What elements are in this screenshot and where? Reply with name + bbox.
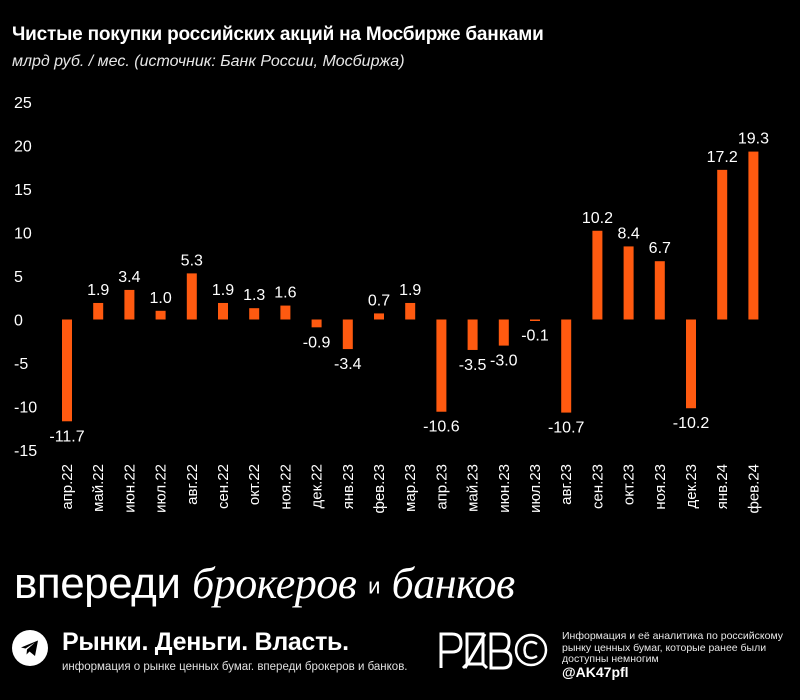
data-label: 3.4	[118, 269, 140, 286]
data-label: 1.9	[399, 282, 421, 299]
x-tick-label: янв.23	[340, 464, 357, 509]
bar	[218, 302, 228, 320]
bar	[623, 246, 634, 320]
slogan-word-1: впереди	[14, 559, 181, 608]
bar	[342, 319, 353, 350]
x-tick-label: сен.23	[589, 464, 606, 509]
x-tick-label: окт.22	[246, 464, 263, 505]
bar	[498, 319, 509, 346]
data-label: 1.9	[212, 282, 234, 299]
x-tick-label: июл.23	[527, 464, 544, 513]
channel-handle[interactable]: @AK47pfl	[562, 664, 629, 680]
data-label: -10.7	[548, 420, 585, 437]
x-tick-label: июл.22	[153, 464, 170, 513]
y-tick-label: -10	[14, 400, 37, 417]
bar	[374, 313, 384, 320]
slogan-word-4: банков	[391, 559, 515, 608]
bar	[311, 319, 322, 328]
data-label: 1.3	[243, 287, 265, 304]
data-label: 8.4	[617, 225, 639, 242]
x-tick-label: апр.22	[59, 464, 76, 510]
bar	[124, 289, 135, 320]
bar	[155, 310, 166, 320]
data-label: -10.6	[423, 419, 460, 436]
x-tick-label: ноя.23	[652, 464, 669, 510]
bar	[717, 169, 728, 320]
bar	[93, 302, 104, 320]
telegram-icon	[12, 630, 48, 666]
data-label: 10.2	[582, 210, 613, 227]
bar	[467, 319, 478, 350]
bar	[592, 230, 603, 320]
data-label: 6.7	[649, 240, 671, 257]
x-tick-label: ноя.22	[277, 464, 294, 510]
x-tick-label: янв.24	[714, 464, 731, 509]
bar	[62, 319, 72, 422]
x-tick-label: июн.23	[496, 464, 513, 513]
bar	[748, 151, 759, 320]
data-label: 19.3	[738, 131, 769, 148]
bar	[249, 308, 260, 320]
y-tick-label: 5	[14, 269, 23, 286]
bar	[561, 319, 572, 413]
y-tick-label: 10	[14, 226, 32, 243]
rdv-logo-icon	[439, 632, 548, 670]
x-tick-label: мар.23	[402, 464, 419, 512]
x-tick-label: июн.22	[121, 464, 138, 513]
data-label: 1.6	[274, 285, 296, 302]
data-label: -11.7	[49, 428, 84, 445]
data-label: 1.9	[87, 282, 109, 299]
bar	[686, 319, 696, 409]
bar	[654, 261, 665, 320]
data-label: 1.0	[149, 290, 171, 307]
brand-name: Рынки. Деньги. Власть.	[62, 628, 349, 656]
data-label: 17.2	[707, 149, 738, 166]
slogan: впереди брокеров и банков	[14, 562, 515, 606]
x-tick-label: авг.22	[184, 464, 201, 505]
data-label: -3.0	[490, 353, 518, 370]
data-label: 0.7	[368, 292, 390, 309]
data-label: -3.5	[459, 357, 487, 374]
x-tick-label: дек.23	[683, 464, 700, 509]
y-tick-label: 15	[14, 182, 32, 199]
slogan-word-2: брокеров	[192, 559, 357, 608]
data-label: -0.9	[303, 334, 331, 351]
y-tick-label: 0	[14, 313, 23, 330]
data-label: -10.2	[673, 415, 710, 432]
data-label: -3.4	[334, 356, 362, 373]
x-tick-label: дек.22	[309, 464, 326, 509]
chart-subtitle: млрд руб. / мес. (источник: Банк России,…	[12, 53, 405, 70]
bar	[530, 319, 540, 321]
slogan-word-3: и	[368, 573, 380, 599]
data-label: -0.1	[521, 327, 549, 344]
x-tick-label: окт.23	[621, 464, 638, 505]
y-tick-label: -15	[14, 443, 37, 460]
x-tick-label: май.22	[90, 464, 107, 512]
x-tick-label: май.23	[465, 464, 482, 512]
bar	[280, 305, 291, 320]
disclaimer-text: Информация и её аналитика по российскому…	[562, 630, 784, 665]
x-tick-label: авг.23	[558, 464, 575, 505]
x-tick-label: сен.22	[215, 464, 232, 509]
y-tick-label: 20	[14, 139, 32, 156]
x-tick-label: фев.24	[745, 464, 762, 514]
chart-title: Чистые покупки российских акций на Мосби…	[12, 24, 544, 45]
data-label: 5.3	[181, 252, 203, 269]
brand-tagline: информация о рынке ценных бумаг. впереди…	[62, 661, 408, 673]
bar-chart: 25 20 15 10 5 0 -5 -10 -15 -11.7 апр.22 1.9 май.22 3.…	[14, 95, 769, 514]
bar	[436, 319, 447, 412]
x-tick-label: фев.23	[371, 464, 388, 514]
bar	[186, 273, 197, 320]
x-tick-label: апр.23	[433, 464, 450, 510]
bar	[405, 302, 416, 320]
y-tick-label: -5	[14, 356, 28, 373]
y-tick-label: 25	[14, 95, 32, 112]
